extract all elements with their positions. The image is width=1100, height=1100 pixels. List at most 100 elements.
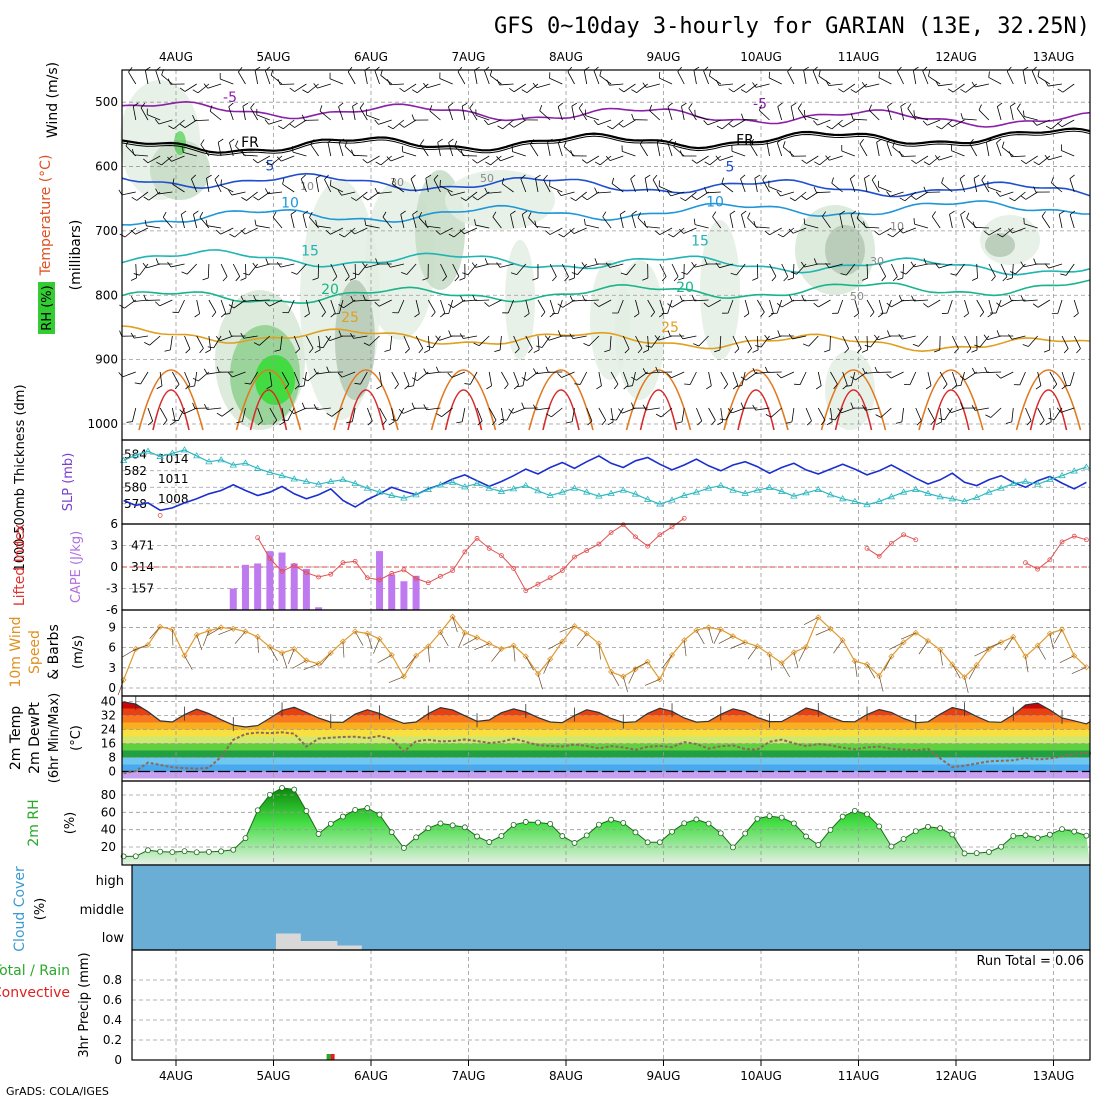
slp-marker [753, 486, 762, 493]
wind-barb [378, 119, 392, 125]
rh-legend-swatch [38, 282, 55, 334]
wind-barb [215, 335, 221, 342]
wind-barb [452, 263, 460, 277]
wind-barb [281, 371, 290, 385]
wind-barb [747, 212, 751, 219]
wind-barb [496, 156, 501, 162]
wind-barb [1006, 71, 1014, 85]
wind-speed-marker [315, 660, 322, 667]
wind-barb [1002, 276, 1008, 282]
li-marker [584, 548, 590, 553]
wind-barb [470, 371, 478, 385]
wind-barb [453, 227, 466, 238]
wind-barb [996, 302, 1002, 308]
wind-barb [1061, 371, 1067, 386]
wind-barb [454, 146, 466, 157]
wind-barb [987, 371, 1002, 373]
wind-barb [622, 676, 628, 693]
wind-barb [218, 628, 234, 635]
isotherm-line [528, 369, 594, 431]
wind-barb [631, 89, 637, 93]
wind-barb [306, 335, 314, 349]
wind-barb [257, 420, 263, 426]
wind-barb [206, 178, 210, 193]
wind-barb [354, 382, 361, 385]
wind-barb [735, 385, 742, 387]
wind-barb [820, 420, 826, 426]
wind-barb [806, 191, 819, 200]
wind-barb [525, 299, 530, 314]
wind-speed-marker [937, 646, 944, 653]
wind-barb [803, 617, 819, 625]
wind-barb [179, 123, 186, 128]
wind-speed-marker [815, 614, 822, 621]
wind-barb [703, 70, 709, 85]
isotherm-line [121, 172, 1091, 198]
wind-barb [382, 216, 393, 229]
isotherm-line [347, 389, 385, 431]
wind-axis-label: Wind (m/s) [45, 62, 61, 138]
wind-barb [974, 226, 989, 229]
wind-barb [829, 418, 836, 421]
wind-barb [670, 191, 685, 197]
temp-tick-label: 0 [108, 765, 116, 779]
wind-barb [755, 83, 770, 88]
wind-barb [897, 71, 904, 85]
wind-barb [728, 123, 734, 128]
wind-barb [951, 371, 958, 386]
wind-barb [220, 227, 234, 235]
wind-barb [815, 628, 831, 636]
wind-barb [639, 139, 645, 145]
wind-barb [306, 299, 310, 314]
wind-barb [558, 233, 564, 238]
wind-barb [484, 70, 490, 85]
wind-barb [776, 299, 783, 314]
wind-barb [952, 664, 961, 679]
wind-barb [732, 384, 738, 390]
wind-barb [855, 83, 868, 93]
slp-marker [717, 481, 725, 488]
wind-barb [856, 348, 862, 354]
wind-barb [534, 220, 537, 227]
wind-barb [191, 174, 197, 180]
wind-barb [557, 106, 563, 121]
wind-barb [294, 384, 300, 390]
wind-barb [250, 102, 255, 109]
wind-barb [927, 371, 932, 386]
wind-barb [196, 299, 201, 314]
wind-barb [427, 646, 430, 663]
wind-barb [508, 123, 515, 128]
wind-speed-marker [1022, 653, 1029, 660]
wind-barb [624, 348, 630, 354]
wind-barb [497, 125, 503, 130]
wind-barb [524, 313, 530, 318]
wind-barb [1037, 70, 1040, 77]
wind-barb [1069, 178, 1075, 193]
wind-barb [543, 179, 551, 193]
wind-barb [777, 106, 783, 121]
wind-barb [817, 407, 826, 421]
wind-barb [962, 118, 977, 121]
wind-barb [799, 371, 807, 385]
wind-barb [874, 366, 878, 373]
wind-barb [581, 159, 588, 164]
wind-barb [439, 78, 453, 85]
li-marker [511, 566, 516, 571]
wind-speed-marker [266, 643, 273, 651]
rh-marker [815, 842, 822, 848]
wind-barb [733, 83, 746, 93]
wind-barb [869, 311, 875, 318]
rh2m-axis-label: 2m RH [26, 799, 42, 846]
wind-barb [877, 371, 892, 373]
wind-barb [168, 125, 174, 130]
wind-barb [257, 407, 263, 422]
wind-barb [720, 371, 729, 385]
wind-barb [971, 367, 976, 374]
rh-marker [181, 848, 188, 855]
wind-barb [947, 122, 953, 128]
wind-barb [143, 196, 149, 201]
wind-speed-marker [425, 643, 432, 650]
rh-shading [615, 260, 665, 400]
wind-barb [628, 669, 636, 684]
wind-speed-marker [230, 625, 237, 632]
